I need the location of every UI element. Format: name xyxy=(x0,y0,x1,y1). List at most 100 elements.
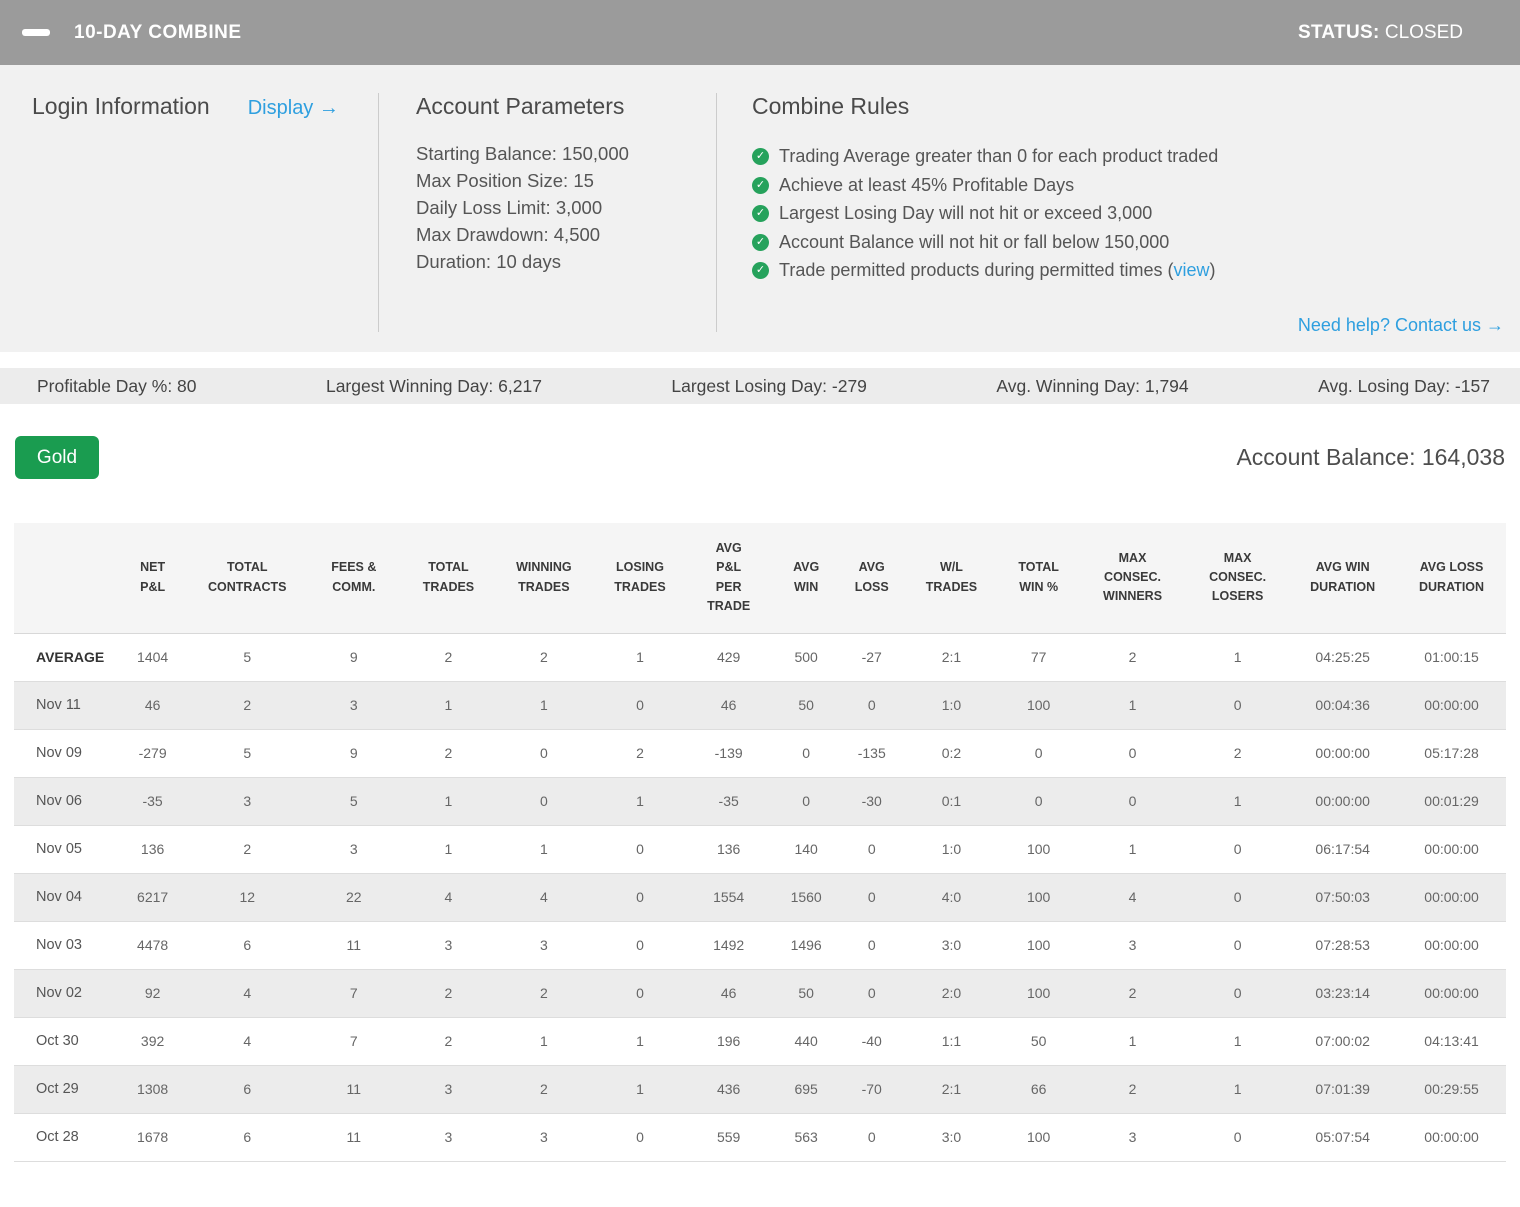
table-cell: 0 xyxy=(595,921,684,969)
table-cell: 4:0 xyxy=(904,873,999,921)
table-cell: -35 xyxy=(114,777,192,825)
table-cell: 2 xyxy=(492,633,595,681)
column-header: FEES & COMM. xyxy=(303,523,404,633)
column-header: NET P&L xyxy=(114,523,192,633)
table-cell: 559 xyxy=(685,1113,773,1161)
column-header-empty xyxy=(14,523,114,633)
collapse-icon[interactable] xyxy=(22,29,50,36)
table-cell: 2 xyxy=(1078,633,1187,681)
table-cell: 50 xyxy=(773,681,840,729)
table-cell: 11 xyxy=(303,1113,404,1161)
table-cell: 0 xyxy=(492,729,595,777)
check-icon: ✓ xyxy=(752,262,769,279)
table-cell: 07:01:39 xyxy=(1288,1065,1397,1113)
table-cell: 2 xyxy=(492,969,595,1017)
table-cell: 100 xyxy=(999,873,1078,921)
table-cell: 1404 xyxy=(114,633,192,681)
table-cell: 00:00:00 xyxy=(1288,729,1397,777)
check-icon: ✓ xyxy=(752,205,769,222)
table-cell: 3:0 xyxy=(904,1113,999,1161)
check-icon: ✓ xyxy=(752,234,769,251)
table-cell: 3 xyxy=(303,825,404,873)
table-cell: 1 xyxy=(1078,1017,1187,1065)
table-cell: 50 xyxy=(999,1017,1078,1065)
login-information-section: Login Information Display → xyxy=(0,93,378,352)
table-cell: 0 xyxy=(773,777,840,825)
table-cell: 1 xyxy=(492,1017,595,1065)
table-cell: 1 xyxy=(404,681,492,729)
table-cell: 0:2 xyxy=(904,729,999,777)
table-row: Nov 029247220465002:01002003:23:1400:00:… xyxy=(14,969,1506,1017)
table-cell: 0 xyxy=(595,681,684,729)
stat-item: Largest Losing Day: -279 xyxy=(671,376,867,397)
display-link[interactable]: Display → xyxy=(248,97,339,120)
status-badge: STATUS: CLOSED xyxy=(1298,22,1463,44)
table-cell: 3 xyxy=(303,681,404,729)
account-parameter-item: Starting Balance: 150,000 xyxy=(416,140,716,167)
column-header: AVG WIN xyxy=(773,523,840,633)
table-cell: 07:50:03 xyxy=(1288,873,1397,921)
table-cell: 2 xyxy=(404,1017,492,1065)
spacer xyxy=(0,352,1520,368)
account-parameter-item: Max Position Size: 15 xyxy=(416,167,716,194)
table-cell: 3 xyxy=(404,921,492,969)
table-cell: 0 xyxy=(840,873,904,921)
table-cell: 1 xyxy=(1187,1017,1288,1065)
table-cell: 100 xyxy=(999,1113,1078,1161)
table-cell: 5 xyxy=(191,729,303,777)
table-cell: 136 xyxy=(114,825,192,873)
gold-product-button[interactable]: Gold xyxy=(15,436,99,479)
table-cell: 05:17:28 xyxy=(1397,729,1506,777)
table-cell: 2:0 xyxy=(904,969,999,1017)
combine-rule-text: Account Balance will not hit or fall bel… xyxy=(779,228,1169,257)
table-cell: 3:0 xyxy=(904,921,999,969)
table-cell: 1 xyxy=(492,825,595,873)
row-label: Nov 02 xyxy=(14,969,114,1017)
account-row: Gold Account Balance: 164,038 xyxy=(0,436,1520,479)
table-cell: 46 xyxy=(685,969,773,1017)
table-cell: 1492 xyxy=(685,921,773,969)
check-icon: ✓ xyxy=(752,177,769,194)
table-cell: 77 xyxy=(999,633,1078,681)
combine-rule-text: Trading Average greater than 0 for each … xyxy=(779,142,1218,171)
table-cell: 1554 xyxy=(685,873,773,921)
table-cell: 0 xyxy=(1078,777,1187,825)
table-cell: 2:1 xyxy=(904,633,999,681)
table-cell: 0 xyxy=(595,969,684,1017)
row-label: AVERAGE xyxy=(14,633,114,681)
column-header: LOSING TRADES xyxy=(595,523,684,633)
table-cell: 00:04:36 xyxy=(1288,681,1397,729)
view-link[interactable]: view xyxy=(1174,260,1210,280)
table-cell: 100 xyxy=(999,825,1078,873)
table-cell: 100 xyxy=(999,921,1078,969)
table-cell: 6217 xyxy=(114,873,192,921)
table-cell: 7 xyxy=(303,969,404,1017)
title-bar: 10-DAY COMBINE STATUS: CLOSED xyxy=(0,0,1520,65)
table-row: Nov 04621712224401554156004:01004007:50:… xyxy=(14,873,1506,921)
account-parameters-list: Starting Balance: 150,000Max Position Si… xyxy=(416,140,716,275)
table-cell: 4 xyxy=(492,873,595,921)
row-label: Nov 04 xyxy=(14,873,114,921)
table-cell: 4478 xyxy=(114,921,192,969)
table-cell: 440 xyxy=(773,1017,840,1065)
contact-us-link[interactable]: Need help? Contact us → xyxy=(1298,315,1504,336)
table-cell: 4 xyxy=(1078,873,1187,921)
table-cell: 92 xyxy=(114,969,192,1017)
account-parameter-item: Daily Loss Limit: 3,000 xyxy=(416,194,716,221)
table-cell: 0 xyxy=(840,1113,904,1161)
combine-rules-heading: Combine Rules xyxy=(752,93,1504,120)
table-cell: 2 xyxy=(492,1065,595,1113)
account-balance: Account Balance: 164,038 xyxy=(1236,444,1505,471)
table-cell: 4 xyxy=(191,1017,303,1065)
stat-item: Avg. Winning Day: 1,794 xyxy=(996,376,1188,397)
table-cell: 2 xyxy=(191,681,303,729)
column-header: W/L TRADES xyxy=(904,523,999,633)
table-cell: 140 xyxy=(773,825,840,873)
table-cell: 0 xyxy=(595,873,684,921)
row-label: Nov 05 xyxy=(14,825,114,873)
table-cell: -139 xyxy=(685,729,773,777)
table-cell: 3 xyxy=(492,1113,595,1161)
column-header: TOTAL WIN % xyxy=(999,523,1078,633)
table-cell: 0 xyxy=(773,729,840,777)
row-label: Nov 03 xyxy=(14,921,114,969)
